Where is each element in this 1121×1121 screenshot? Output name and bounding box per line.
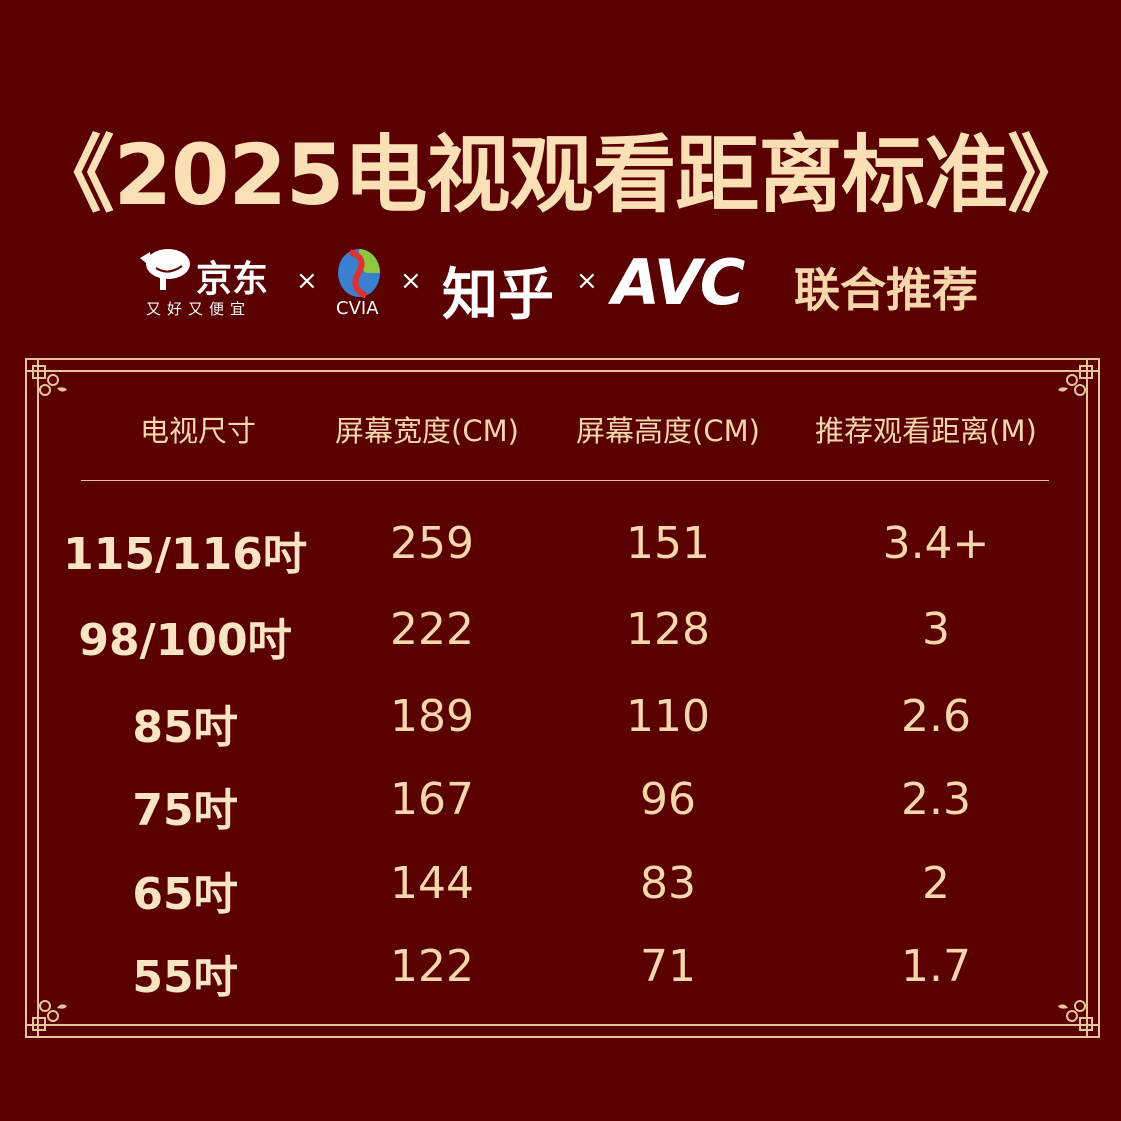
jd-slogan: 又好又便宜 (146, 300, 252, 318)
separator: × (296, 266, 318, 296)
corner-ornament-icon (1058, 358, 1100, 396)
cell-tv-size: 98/100吋 (78, 615, 292, 666)
table-frame-outer (25, 358, 1100, 1038)
avc-logo: AVC (612, 246, 745, 319)
jd-dog-logo-icon (140, 249, 190, 290)
cell-width: 167 (390, 774, 474, 825)
cell-height: 71 (640, 941, 696, 992)
header-tv-size: 电视尺寸 (139, 414, 257, 448)
cell-width: 144 (390, 858, 474, 909)
header-screen-width: 屏幕宽度(CM) (335, 414, 519, 448)
cell-width: 259 (390, 518, 474, 569)
separator: × (576, 266, 598, 296)
cell-height: 151 (626, 518, 710, 569)
cell-distance: 2.6 (901, 691, 971, 742)
cell-height: 83 (640, 858, 696, 909)
cell-tv-size: 65吋 (132, 869, 238, 920)
cell-distance: 2 (922, 858, 950, 909)
corner-ornament-icon (1058, 1000, 1100, 1038)
cell-height: 110 (626, 691, 710, 742)
cell-height: 96 (640, 774, 696, 825)
cell-tv-size: 75吋 (132, 785, 238, 836)
cell-distance: 1.7 (901, 941, 971, 992)
cvia-globe-logo-icon (338, 249, 380, 298)
cell-tv-size: 85吋 (132, 702, 238, 753)
cell-distance: 3.4+ (882, 518, 990, 569)
separator: × (400, 266, 422, 296)
header-viewing-distance: 推荐观看距离(M) (815, 414, 1037, 448)
cell-tv-size: 55吋 (132, 952, 238, 1003)
cell-width: 222 (390, 604, 474, 655)
table-frame-inner (37, 370, 1088, 1026)
corner-ornament-icon (25, 358, 67, 396)
cell-tv-size: 115/116吋 (63, 529, 307, 580)
cell-width: 189 (390, 691, 474, 742)
header-screen-height: 屏幕高度(CM) (576, 414, 760, 448)
cell-distance: 3 (922, 604, 950, 655)
header-divider (81, 480, 1049, 481)
jd-logo-text: 京东 (196, 259, 269, 300)
cvia-logo-text: CVIA (336, 298, 379, 319)
zhihu-logo: 知乎 (442, 263, 554, 328)
cell-width: 122 (390, 941, 474, 992)
corner-ornament-icon (25, 1000, 67, 1038)
cell-height: 128 (626, 604, 710, 655)
cell-distance: 2.3 (901, 774, 971, 825)
page-title: 《2025电视观看距离标准》 (30, 126, 1092, 224)
joint-recommend-label: 联合推荐 (794, 263, 978, 317)
